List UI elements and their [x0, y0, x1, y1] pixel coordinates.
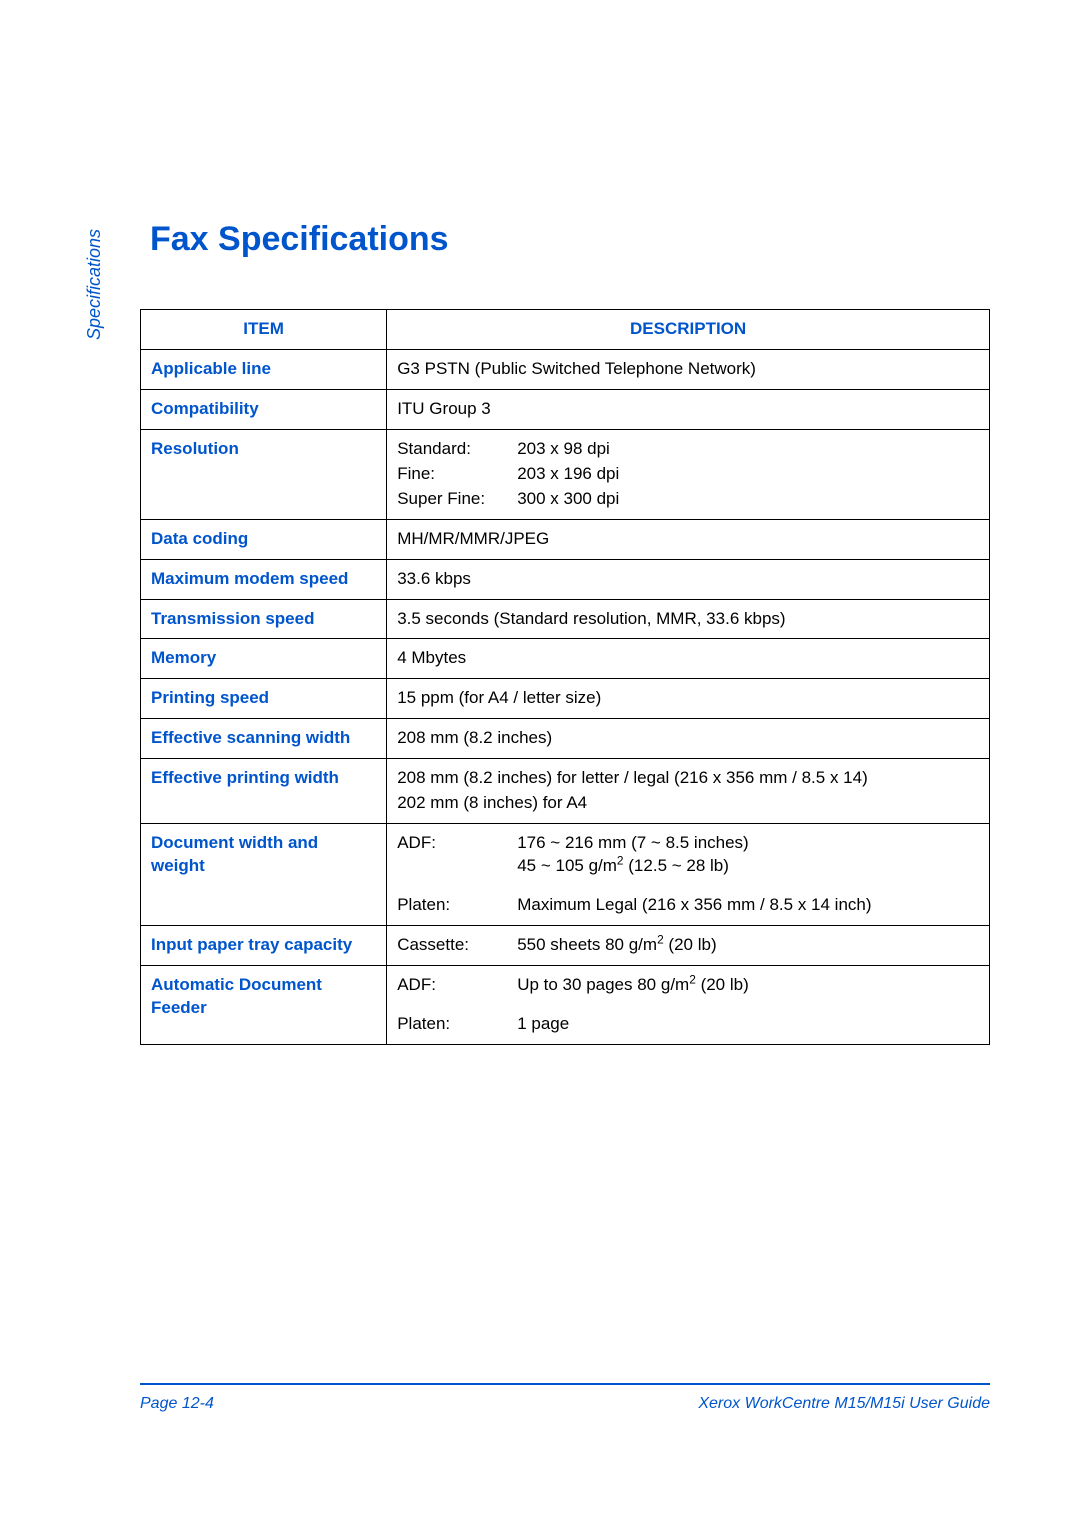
- row-desc: 208 mm (8.2 inches) for letter / legal (…: [387, 759, 990, 824]
- pair-key: Fine:: [397, 463, 517, 486]
- pair-key: Cassette:: [397, 934, 517, 957]
- row-desc: 4 Mbytes: [387, 639, 990, 679]
- page: Specifications Fax Specifications ITEM D…: [0, 0, 1080, 1528]
- row-desc: 3.5 seconds (Standard resolution, MMR, 3…: [387, 599, 990, 639]
- row-desc: 15 ppm (for A4 / letter size): [387, 679, 990, 719]
- row-desc: ITU Group 3: [387, 389, 990, 429]
- table-row: Compatibility ITU Group 3: [141, 389, 990, 429]
- row-item: Data coding: [141, 519, 387, 559]
- pair-value: Maximum Legal (216 x 356 mm / 8.5 x 14 i…: [517, 894, 979, 917]
- row-item: Printing speed: [141, 679, 387, 719]
- pair-value: 1 page: [517, 1013, 979, 1036]
- row-desc: 208 mm (8.2 inches): [387, 719, 990, 759]
- row-item: Input paper tray capacity: [141, 925, 387, 965]
- pair-value: 550 sheets 80 g/m2 (20 lb): [517, 934, 979, 957]
- row-item: Document width and weight: [141, 824, 387, 926]
- header-item: ITEM: [141, 310, 387, 350]
- pair-value: 176 ~ 216 mm (7 ~ 8.5 inches) 45 ~ 105 g…: [517, 832, 979, 878]
- row-desc: MH/MR/MMR/JPEG: [387, 519, 990, 559]
- row-desc: ADF: Up to 30 pages 80 g/m2 (20 lb) Plat…: [387, 965, 990, 1044]
- pair-value: 203 x 196 dpi: [517, 463, 979, 486]
- row-item: Transmission speed: [141, 599, 387, 639]
- row-item: Memory: [141, 639, 387, 679]
- pair-key: Platen:: [397, 894, 517, 917]
- desc-line: 202 mm (8 inches) for A4: [397, 792, 979, 815]
- table-row: Data coding MH/MR/MMR/JPEG: [141, 519, 990, 559]
- table-row: Document width and weight ADF: 176 ~ 216…: [141, 824, 990, 926]
- footer-doc-title: Xerox WorkCentre M15/M15i User Guide: [698, 1395, 990, 1413]
- table-row: Automatic Document Feeder ADF: Up to 30 …: [141, 965, 990, 1044]
- row-item: Automatic Document Feeder: [141, 965, 387, 1044]
- page-footer: Page 12-4 Xerox WorkCentre M15/M15i User…: [140, 1383, 990, 1413]
- row-desc: ADF: 176 ~ 216 mm (7 ~ 8.5 inches) 45 ~ …: [387, 824, 990, 926]
- pair-value: 300 x 300 dpi: [517, 488, 979, 511]
- row-item: Effective scanning width: [141, 719, 387, 759]
- table-row: Effective scanning width 208 mm (8.2 inc…: [141, 719, 990, 759]
- footer-page-number: Page 12-4: [140, 1395, 214, 1413]
- table-row: Resolution Standard: 203 x 98 dpi Fine: …: [141, 429, 990, 519]
- row-item: Maximum modem speed: [141, 559, 387, 599]
- row-item: Resolution: [141, 429, 387, 519]
- table-row: Applicable line G3 PSTN (Public Switched…: [141, 349, 990, 389]
- pair-key: Standard:: [397, 438, 517, 461]
- table-row: Input paper tray capacity Cassette: 550 …: [141, 925, 990, 965]
- row-item: Compatibility: [141, 389, 387, 429]
- row-item: Applicable line: [141, 349, 387, 389]
- table-row: Printing speed 15 ppm (for A4 / letter s…: [141, 679, 990, 719]
- row-desc: 33.6 kbps: [387, 559, 990, 599]
- side-section-label: Specifications: [84, 229, 105, 340]
- specifications-table: ITEM DESCRIPTION Applicable line G3 PSTN…: [140, 309, 990, 1045]
- pair-key: ADF:: [397, 832, 517, 878]
- table-body: Applicable line G3 PSTN (Public Switched…: [141, 349, 990, 1044]
- pair-value: Up to 30 pages 80 g/m2 (20 lb): [517, 974, 979, 997]
- pair-key: ADF:: [397, 974, 517, 997]
- row-desc: Standard: 203 x 98 dpi Fine: 203 x 196 d…: [387, 429, 990, 519]
- header-description: DESCRIPTION: [387, 310, 990, 350]
- row-desc: Cassette: 550 sheets 80 g/m2 (20 lb): [387, 925, 990, 965]
- desc-line: 208 mm (8.2 inches) for letter / legal (…: [397, 767, 979, 790]
- table-row: Transmission speed 3.5 seconds (Standard…: [141, 599, 990, 639]
- desc-line: 45 ~ 105 g/m2 (12.5 ~ 28 lb): [517, 855, 979, 878]
- page-title: Fax Specifications: [150, 220, 990, 259]
- pair-key: Platen:: [397, 1013, 517, 1036]
- pair-key: Super Fine:: [397, 488, 517, 511]
- row-item: Effective printing width: [141, 759, 387, 824]
- table-row: Effective printing width 208 mm (8.2 inc…: [141, 759, 990, 824]
- row-desc: G3 PSTN (Public Switched Telephone Netwo…: [387, 349, 990, 389]
- desc-line: 176 ~ 216 mm (7 ~ 8.5 inches): [517, 832, 979, 855]
- table-header-row: ITEM DESCRIPTION: [141, 310, 990, 350]
- table-row: Memory 4 Mbytes: [141, 639, 990, 679]
- table-row: Maximum modem speed 33.6 kbps: [141, 559, 990, 599]
- pair-value: 203 x 98 dpi: [517, 438, 979, 461]
